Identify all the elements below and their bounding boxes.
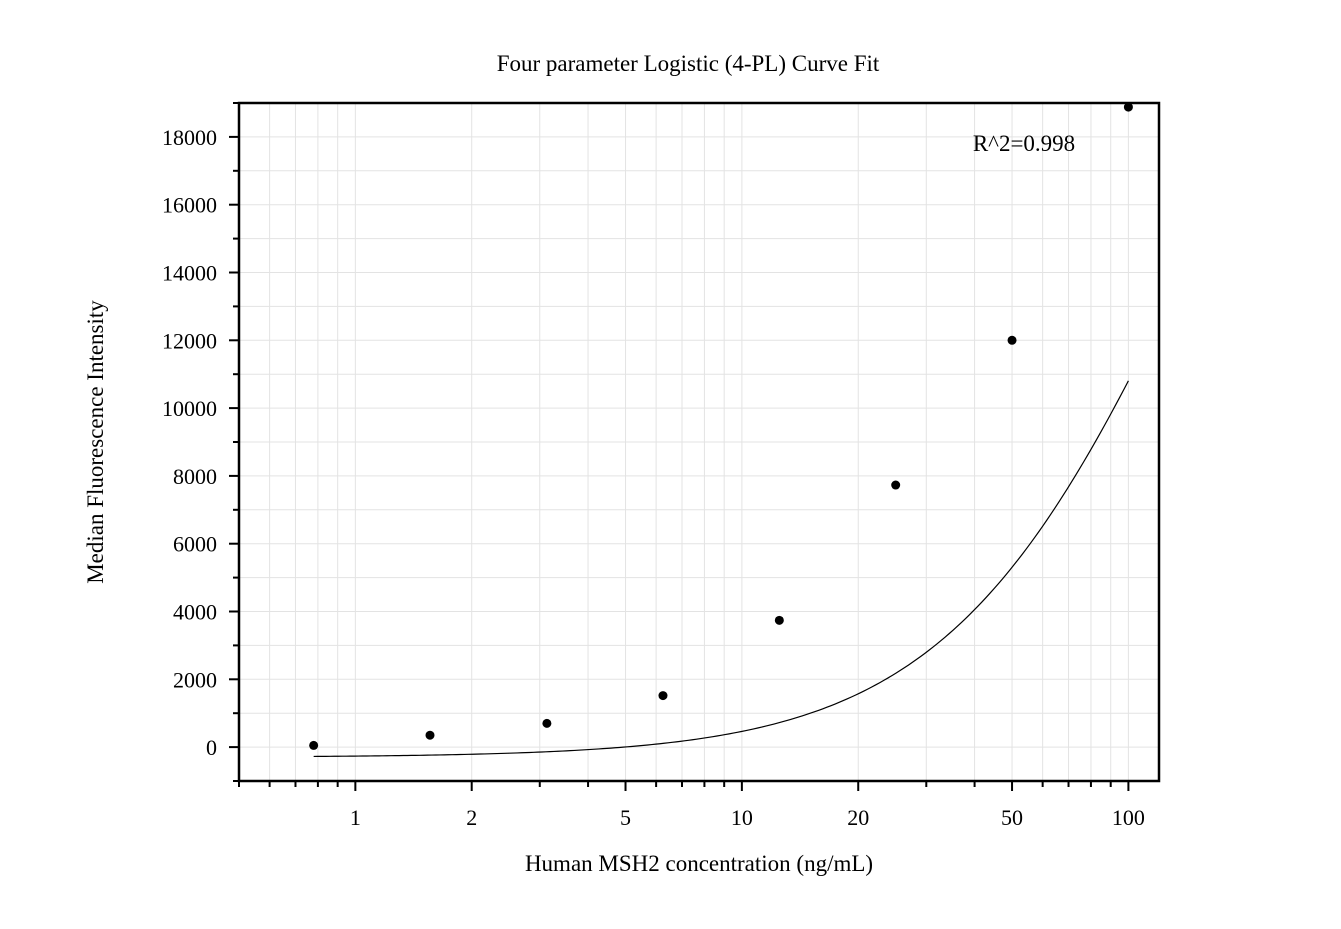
data-point [774,615,784,625]
data-point [425,730,435,740]
x-axis-label: Human MSH2 concentration (ng/mL) [525,851,873,876]
y-tick-label: 2000 [173,667,217,692]
y-axis-label: Median Fluorescence Intensity [83,300,108,584]
x-tick-label: 2 [466,805,477,830]
r-squared-annotation: R^2=0.998 [973,131,1075,156]
y-tick-label: 4000 [173,600,217,625]
y-tick-label: 0 [206,735,217,760]
fit-curve-line [313,380,1129,758]
y-tick-label: 18000 [162,125,217,150]
axis-ticks [229,102,1130,791]
data-point [658,691,668,701]
x-tick-label: 20 [847,805,869,830]
x-tick-label: 5 [620,805,631,830]
y-tick-label: 14000 [162,261,217,286]
tick-labels: 1 2 5 10 20 50 100 0 2000 4000 6000 8000 10000 12000 1… [162,125,1145,830]
x-tick-label: 50 [1001,805,1023,830]
y-tick-label: 12000 [162,328,217,353]
data-point [1123,102,1133,112]
data-point [542,718,552,728]
grid [238,102,1159,782]
x-tick-label: 1 [350,805,361,830]
x-tick-label: 10 [731,805,753,830]
data-point [891,480,901,490]
y-tick-label: 6000 [173,532,217,557]
y-tick-label: 8000 [173,464,217,489]
fit-curve-layer [313,380,1129,758]
data-point [309,740,319,750]
chart-title: Four parameter Logistic (4-PL) Curve Fit [497,51,880,76]
y-tick-label: 10000 [162,396,217,421]
plot-frame [237,101,1161,783]
data-point [1007,335,1017,345]
data-points-layer [309,102,1133,750]
x-tick-label: 100 [1112,805,1145,830]
y-tick-label: 16000 [162,193,217,218]
